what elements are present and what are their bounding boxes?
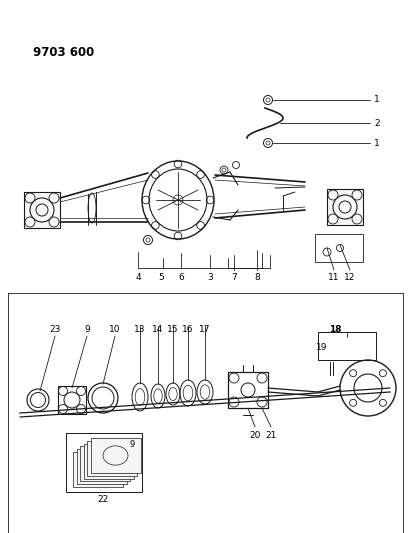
Text: 5: 5 bbox=[158, 273, 164, 282]
Text: 15: 15 bbox=[167, 326, 179, 335]
Text: 8: 8 bbox=[254, 273, 260, 282]
FancyBboxPatch shape bbox=[66, 433, 142, 492]
Text: 11: 11 bbox=[328, 273, 340, 282]
Text: 18: 18 bbox=[329, 326, 341, 335]
Text: 10: 10 bbox=[109, 326, 121, 335]
Text: 22: 22 bbox=[97, 496, 109, 505]
FancyBboxPatch shape bbox=[24, 192, 60, 228]
Text: 20: 20 bbox=[249, 431, 261, 440]
Text: 7: 7 bbox=[231, 273, 237, 282]
Text: 4: 4 bbox=[135, 273, 141, 282]
FancyBboxPatch shape bbox=[80, 447, 130, 481]
Text: 16: 16 bbox=[182, 326, 194, 335]
Text: 6: 6 bbox=[178, 273, 184, 282]
FancyBboxPatch shape bbox=[87, 441, 137, 476]
FancyBboxPatch shape bbox=[76, 449, 127, 484]
Text: 19: 19 bbox=[316, 343, 328, 352]
Text: 21: 21 bbox=[266, 431, 277, 440]
Text: 1: 1 bbox=[374, 95, 380, 104]
Text: 1: 1 bbox=[374, 139, 380, 148]
Text: 9: 9 bbox=[84, 326, 90, 335]
Text: 9: 9 bbox=[130, 440, 135, 449]
Text: 12: 12 bbox=[344, 273, 356, 282]
Text: 14: 14 bbox=[152, 326, 164, 335]
Text: 13: 13 bbox=[134, 326, 146, 335]
Text: 23: 23 bbox=[49, 326, 61, 335]
FancyBboxPatch shape bbox=[73, 452, 123, 487]
FancyBboxPatch shape bbox=[83, 443, 134, 479]
Text: 17: 17 bbox=[199, 326, 211, 335]
FancyBboxPatch shape bbox=[327, 189, 363, 225]
Text: 9703 600: 9703 600 bbox=[33, 45, 94, 59]
FancyBboxPatch shape bbox=[90, 438, 141, 473]
Text: 2: 2 bbox=[374, 118, 380, 127]
Text: 3: 3 bbox=[207, 273, 213, 282]
